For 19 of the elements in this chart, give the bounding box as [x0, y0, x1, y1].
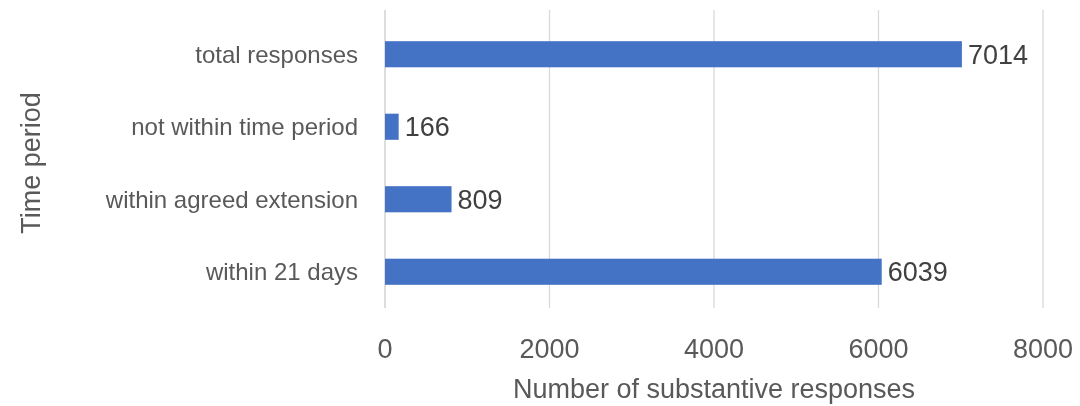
x-axis-title: Number of substantive responses — [512, 374, 916, 404]
y-tick-label: total responses — [195, 40, 358, 68]
bar — [385, 113, 399, 140]
y-axis-title: Time period — [16, 92, 46, 234]
x-tick-label: 8000 — [1012, 334, 1074, 364]
bar — [385, 258, 882, 285]
bar — [385, 41, 962, 68]
y-tick-label: not within time period — [131, 113, 358, 141]
data-label: 166 — [404, 112, 450, 143]
y-tick-label: within 21 days — [204, 258, 358, 286]
bar — [385, 186, 452, 213]
x-tick-label: 2000 — [519, 334, 580, 364]
data-label: 809 — [457, 184, 503, 215]
data-label: 7014 — [967, 39, 1028, 70]
y-tick-label: within agreed extension — [104, 185, 358, 213]
x-tick-label: 4000 — [683, 334, 745, 364]
x-tick-label: 0 — [377, 334, 393, 364]
x-tick-label: 6000 — [848, 334, 909, 364]
data-label: 6039 — [887, 257, 948, 288]
